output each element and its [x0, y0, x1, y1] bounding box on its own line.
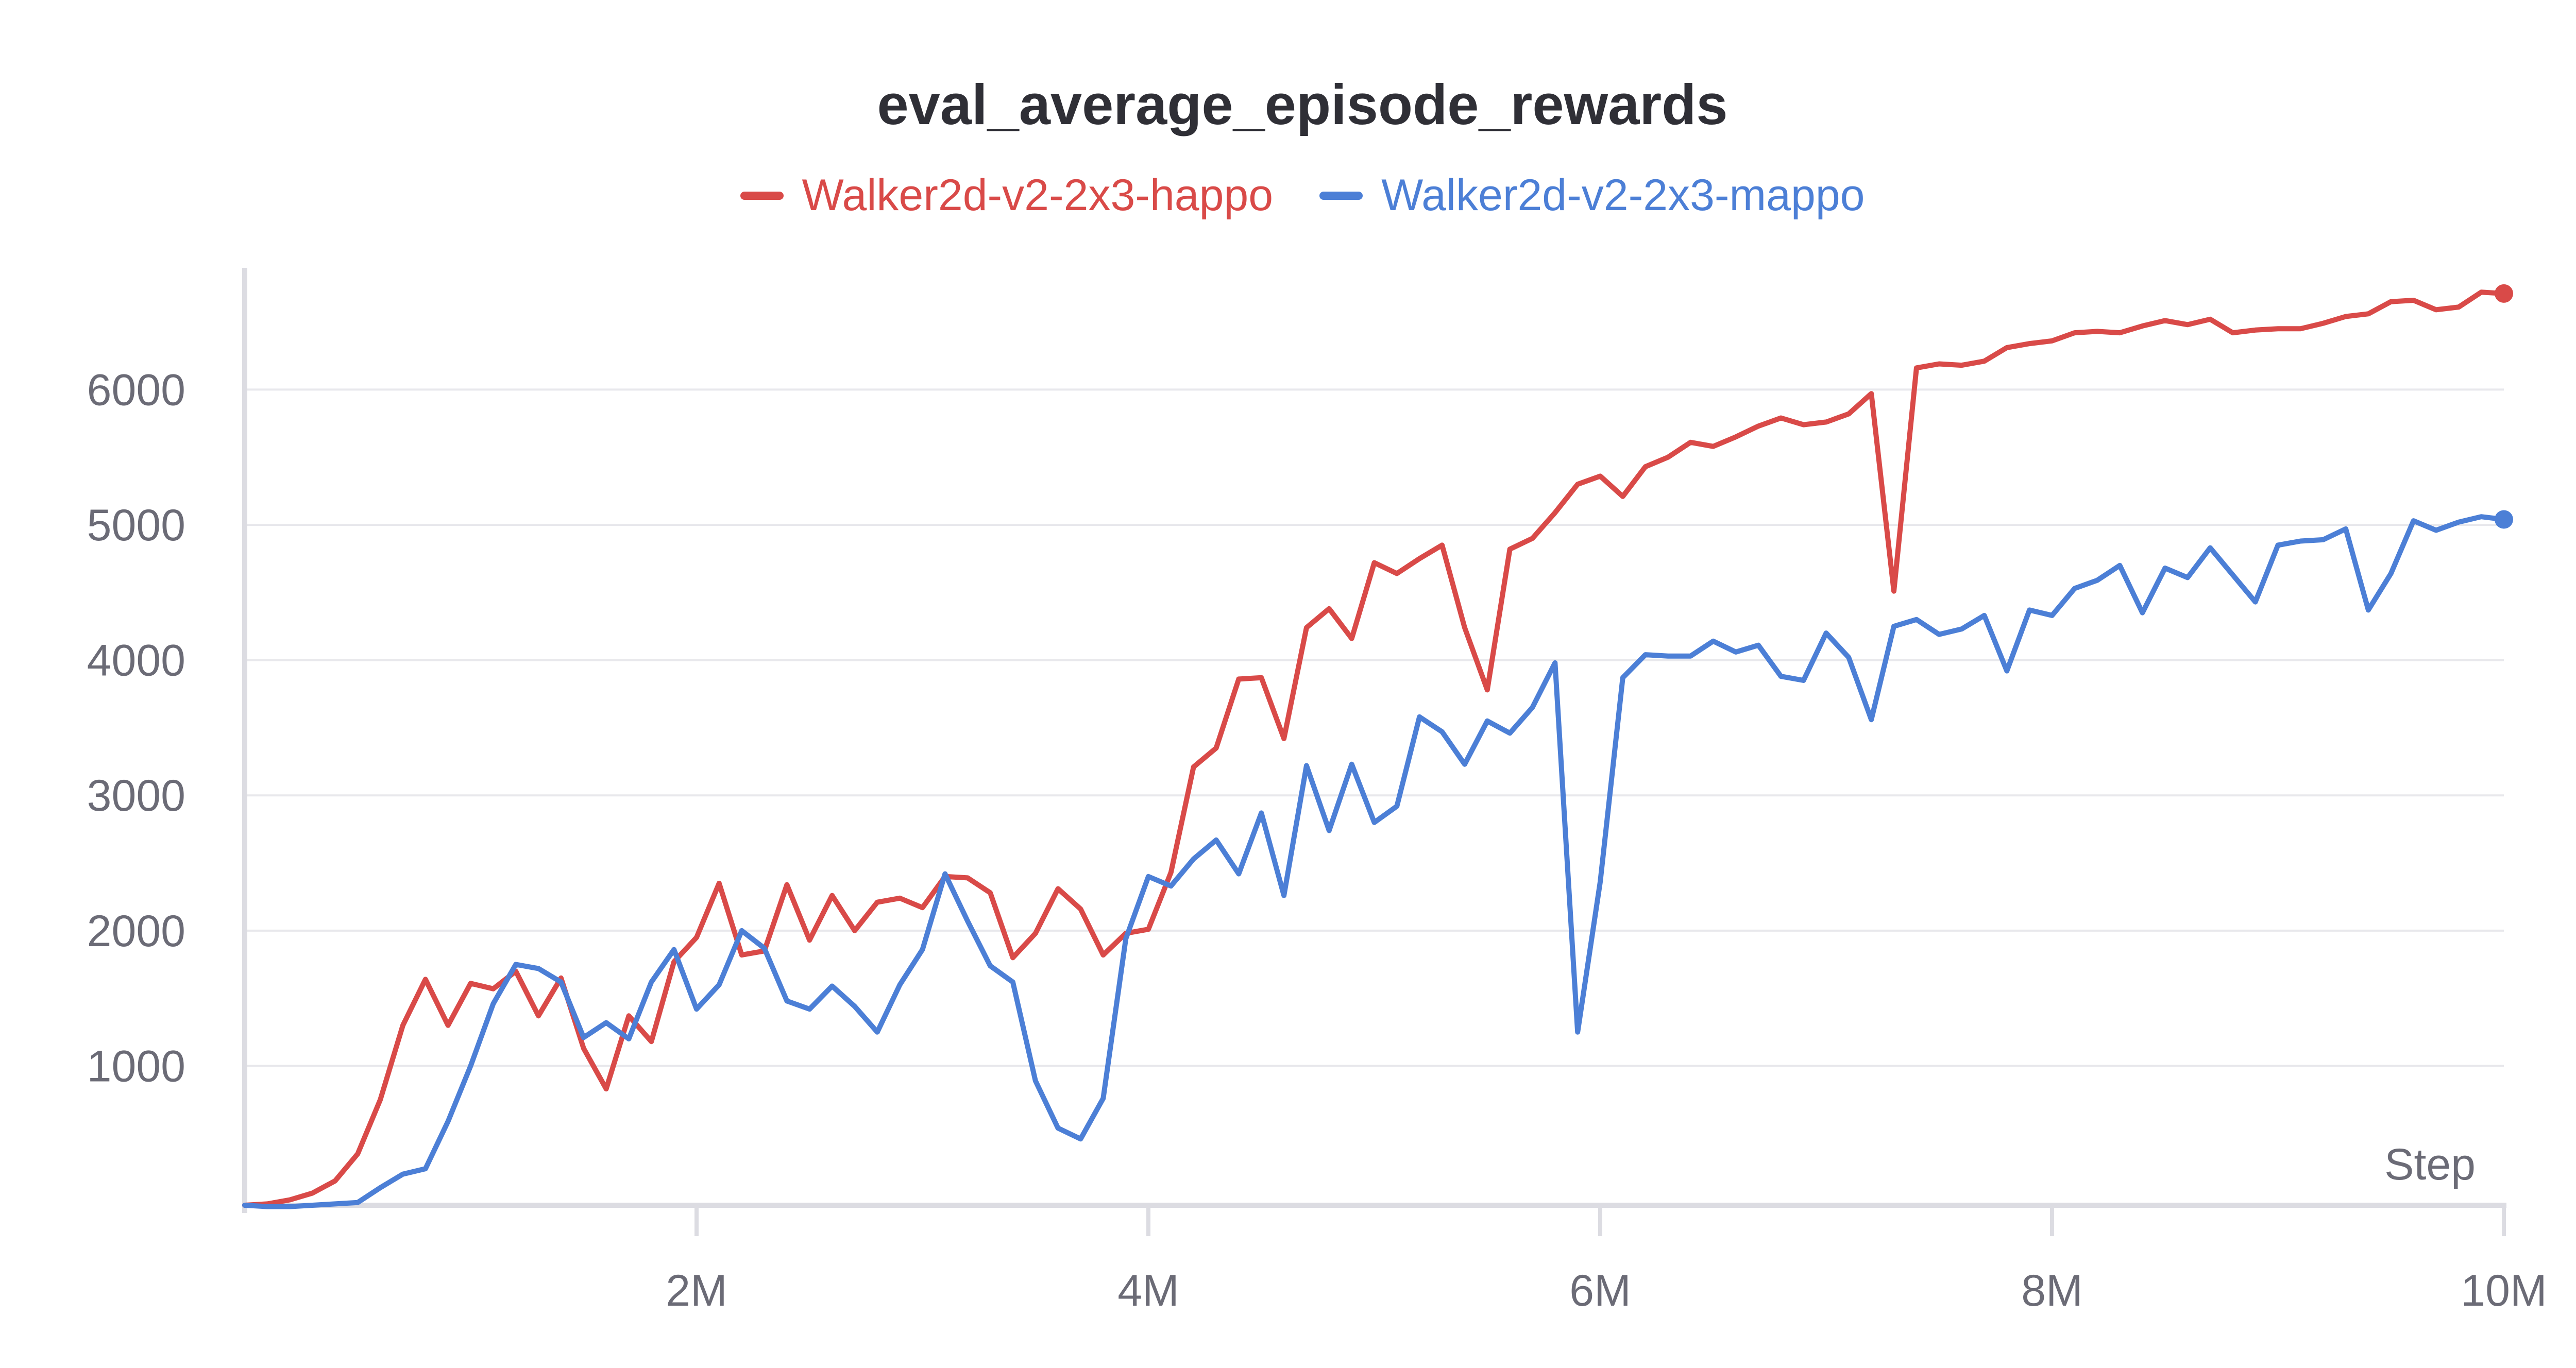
chart-title: eval_average_episode_rewards — [877, 73, 1728, 136]
x-tick-label: 10M — [2461, 1266, 2547, 1315]
x-axis-label: Step — [2384, 1140, 2476, 1189]
series-lines — [242, 284, 2513, 1209]
legend-swatch-happo — [740, 191, 784, 200]
series-endpoint-happo — [2495, 284, 2513, 303]
y-tick-label: 5000 — [87, 501, 185, 550]
y-tick-label: 2000 — [87, 907, 185, 956]
y-tick-label: 1000 — [87, 1041, 185, 1091]
legend-item-happo[interactable]: Walker2d-v2-2x3-happo — [740, 170, 1274, 221]
legend-label-mappo: Walker2d-v2-2x3-mappo — [1381, 170, 1865, 220]
y-tick-label: 3000 — [87, 771, 185, 820]
x-axis-ticks: 2M 4M 6M 8M 10M — [666, 1205, 2547, 1315]
legend-swatch-mappo — [1319, 191, 1363, 200]
y-tick-label: 6000 — [87, 365, 185, 415]
series-endpoint-mappo — [2495, 510, 2513, 529]
x-tick-label: 8M — [2021, 1266, 2082, 1315]
x-tick-label: 6M — [1569, 1266, 1631, 1315]
x-tick-label: 2M — [666, 1266, 727, 1315]
legend-label-happo: Walker2d-v2-2x3-happo — [802, 170, 1274, 220]
x-tick-label: 4M — [1117, 1266, 1179, 1315]
grid-lines — [245, 388, 2504, 1067]
series-line-happo — [242, 289, 2506, 1208]
y-tick-label: 4000 — [87, 636, 185, 686]
axes — [242, 268, 2506, 1213]
legend-item-mappo[interactable]: Walker2d-v2-2x3-mappo — [1319, 170, 1865, 221]
y-axis-ticks: 1000 2000 3000 4000 5000 6000 — [87, 365, 185, 1091]
series-line-mappo — [242, 514, 2506, 1209]
chart-legend: Walker2d-v2-2x3-happo Walker2d-v2-2x3-ma… — [0, 170, 2576, 221]
